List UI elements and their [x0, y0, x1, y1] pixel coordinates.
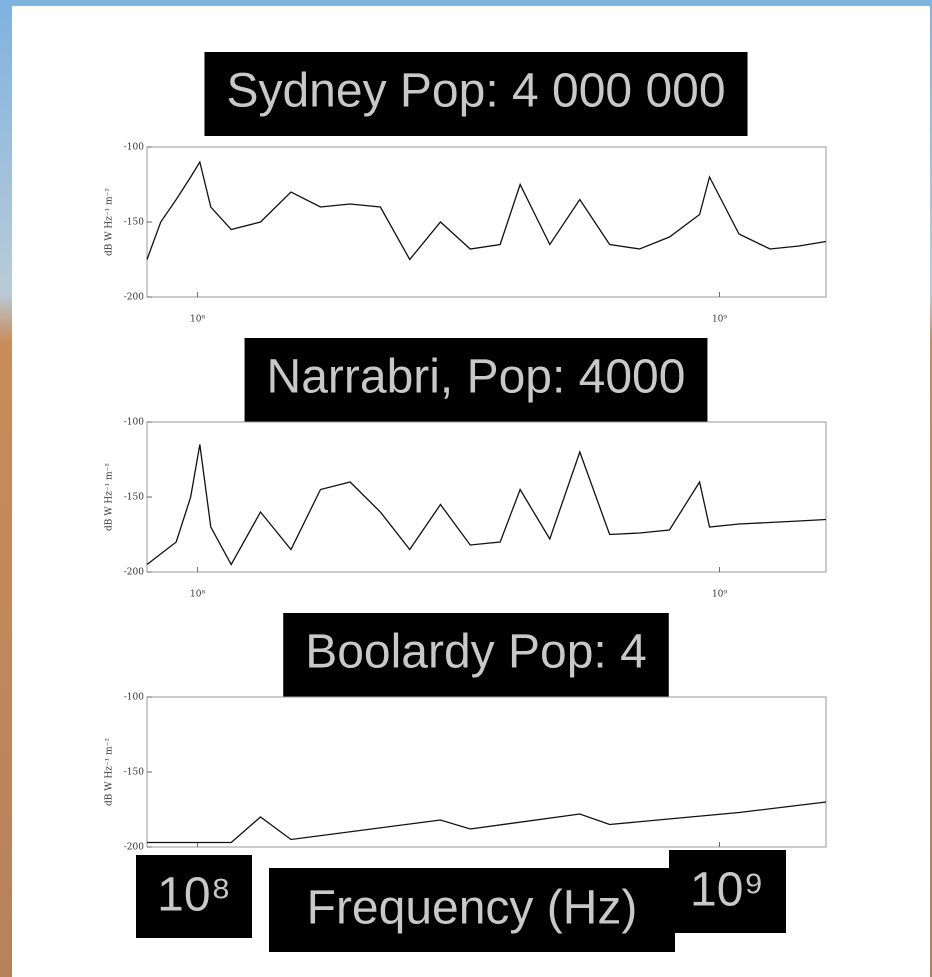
x-min-label: 10⁸	[157, 869, 231, 922]
title-box	[244, 338, 708, 422]
spectrum-line	[147, 801, 827, 844]
x-tick-label: 10⁹	[712, 590, 727, 600]
y-tick-label: -150	[124, 768, 144, 778]
x-max-label: 10⁹	[690, 864, 764, 917]
label-box	[269, 868, 675, 952]
chart-title: Boolardy Pop: 4	[305, 626, 647, 679]
x-tick-label: 10⁸	[190, 590, 205, 600]
y-tick-label: -100	[124, 143, 144, 153]
title-box	[204, 52, 748, 136]
y-axis-label: dB W Hz⁻¹ m⁻²	[105, 188, 115, 256]
label-box	[136, 855, 252, 938]
y-tick-label: -200	[124, 843, 144, 853]
title-box	[283, 613, 669, 697]
spectrum-line	[146, 444, 827, 566]
y-tick-label: -150	[124, 493, 144, 503]
y-tick-label: -100	[124, 418, 144, 428]
y-tick-label: -100	[124, 693, 144, 703]
white-panel	[12, 6, 930, 977]
y-tick-label: -150	[124, 218, 144, 228]
y-tick-label: -200	[124, 568, 144, 578]
x-tick-label: 10⁹	[712, 315, 727, 325]
y-axis-label: dB W Hz⁻¹ m⁻²	[105, 738, 115, 806]
chart-title: Sydney Pop: 4 000 000	[226, 65, 725, 118]
chart-title: Narrabri, Pop: 4000	[267, 351, 686, 404]
y-tick-label: -200	[124, 293, 144, 303]
y-axis-label: dB W Hz⁻¹ m⁻²	[105, 463, 115, 531]
label-box	[669, 850, 786, 933]
x-axis-label: Frequency (Hz)	[307, 882, 638, 935]
spectrum-line	[146, 160, 827, 261]
charts: Sydney Pop: 4 000 000 -100 -150 -200 10⁸ 10⁹ d…	[105, 52, 827, 875]
x-tick-label: 10⁸	[190, 315, 205, 325]
